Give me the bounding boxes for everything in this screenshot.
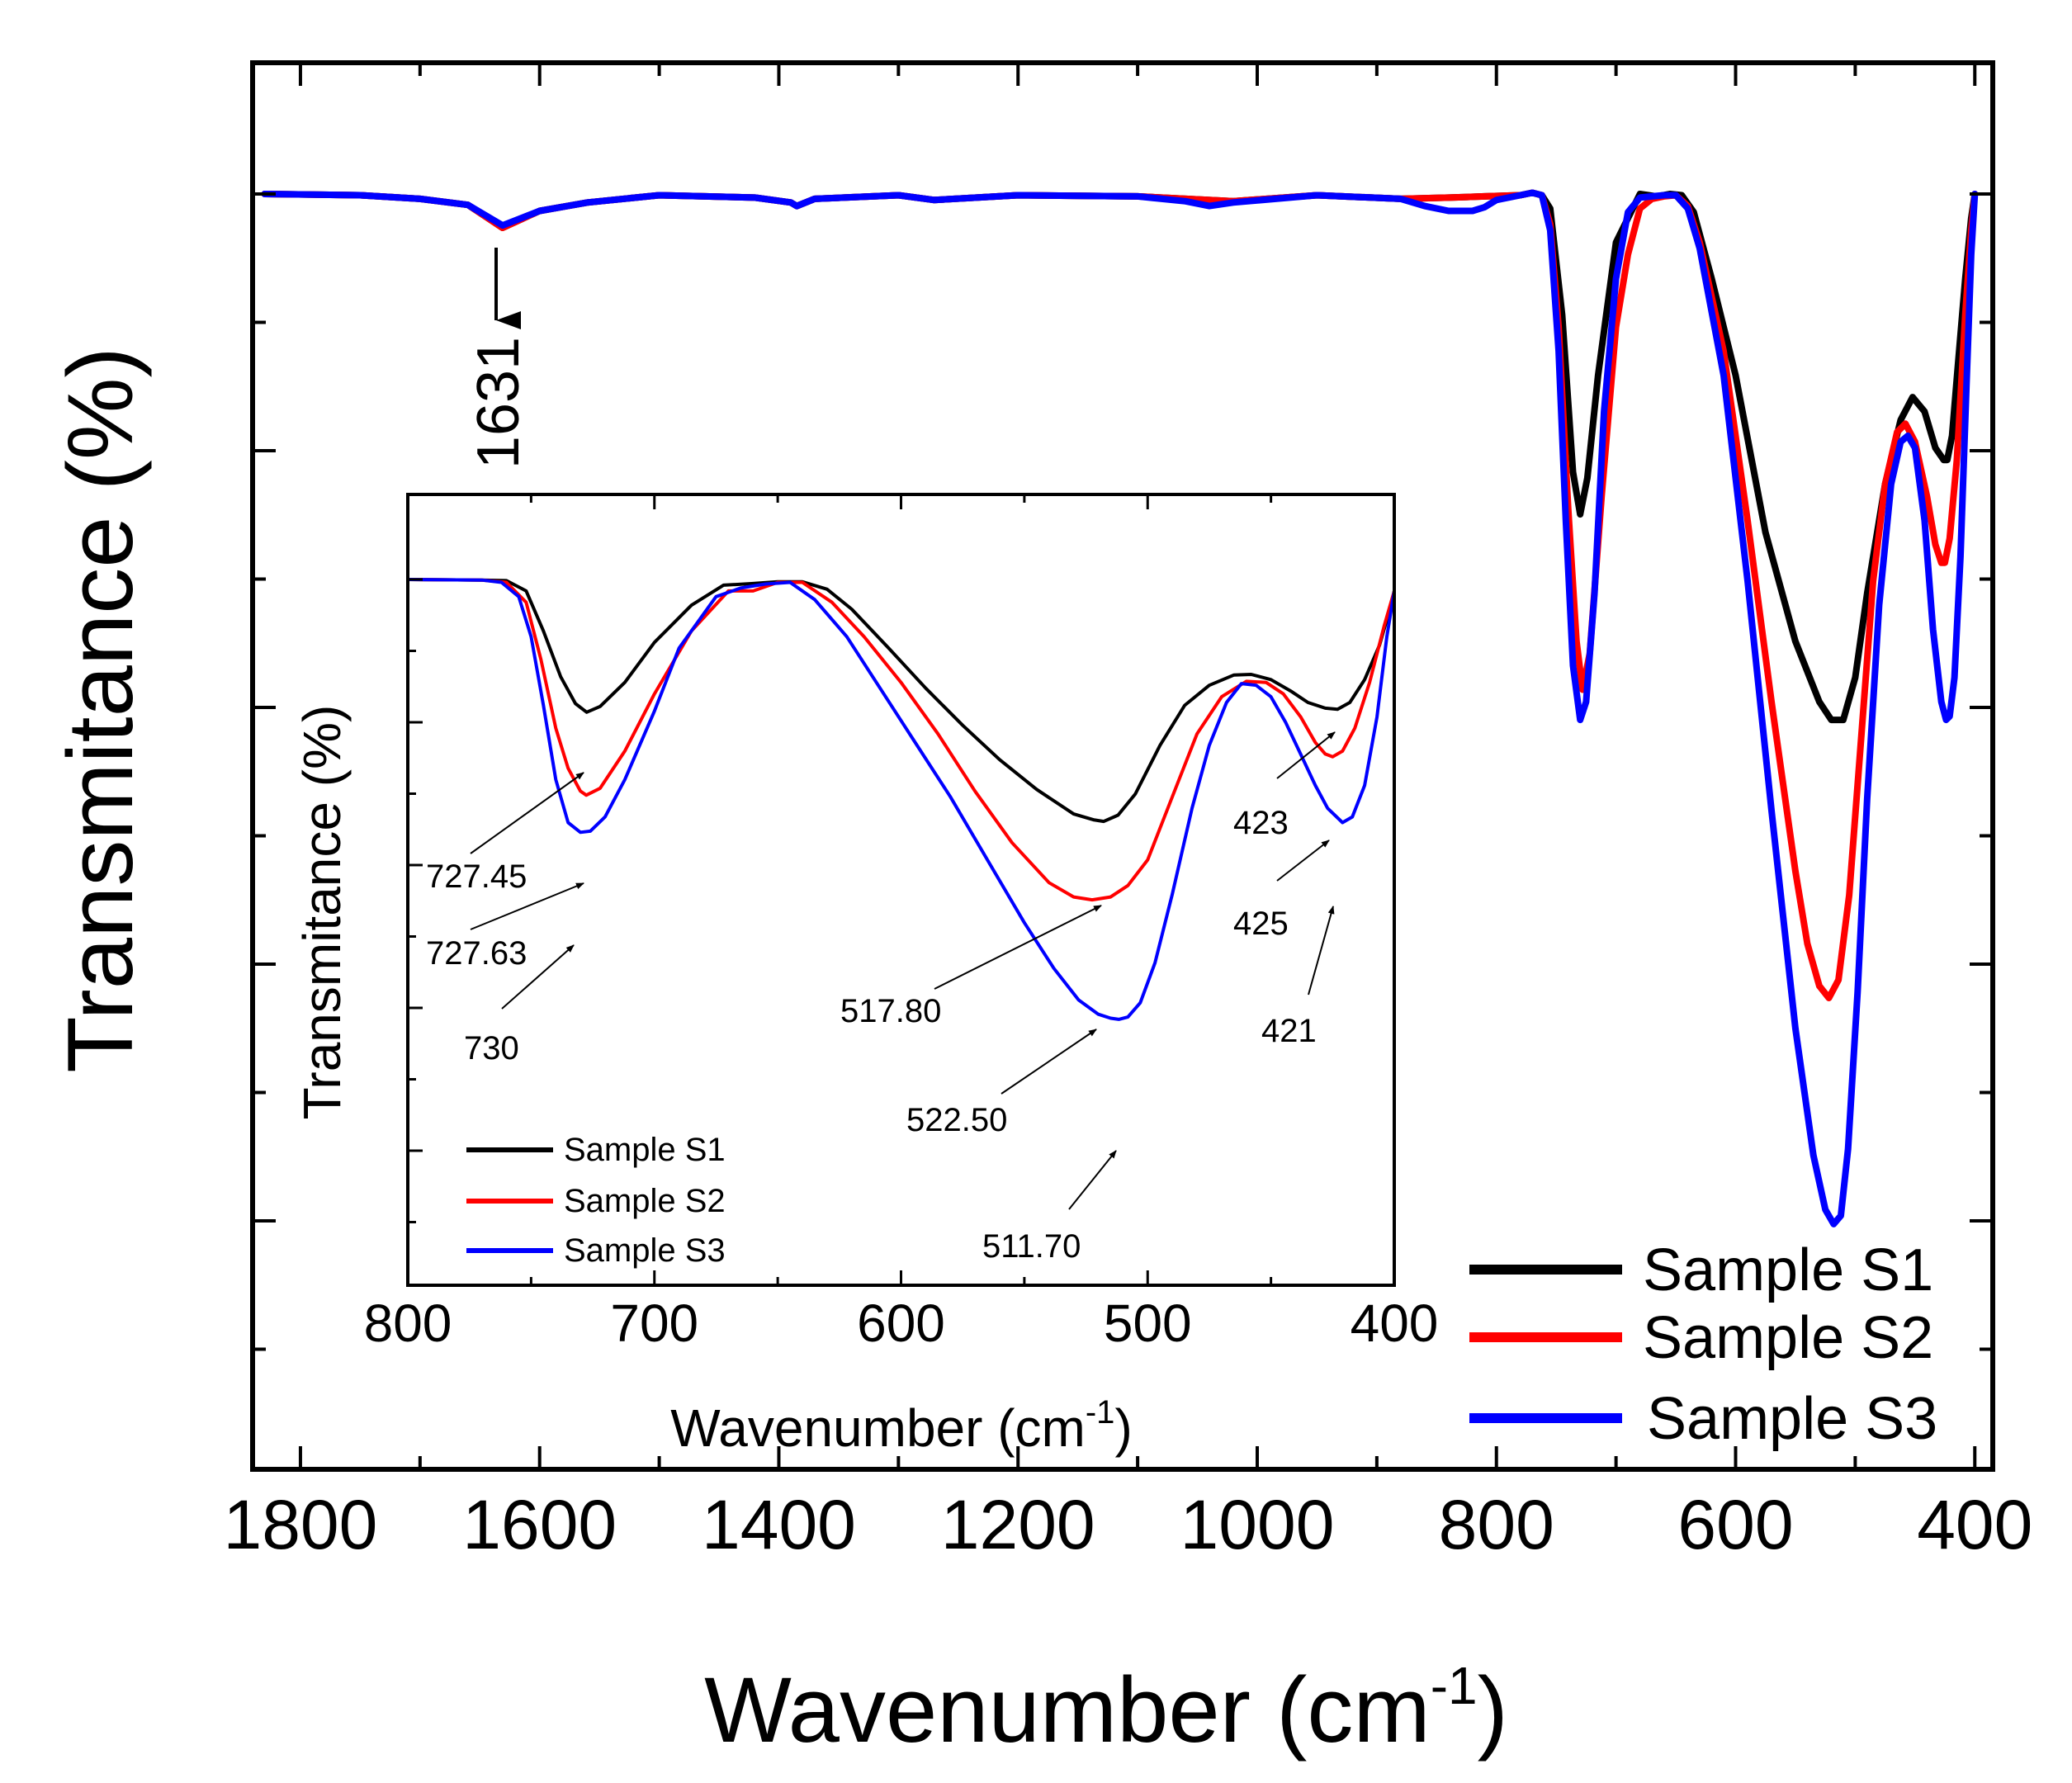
inset-annotation-522-50: 522.50 [906,1029,1097,1138]
main-x-tick-label: 800 [1439,1486,1554,1563]
annotation-730-arrow [501,944,575,1010]
annotation-727-63-arrow [470,882,584,930]
inset-x-tick-label: 800 [364,1294,452,1353]
inset-annotation-511-70: 511.70 [982,1150,1117,1265]
inset-y-ticks [408,578,423,1223]
annotation-421-label: 421 [1261,1013,1317,1049]
annotation-727-45-arrow [470,772,584,854]
inset-legend: Sample S1 Sample S2 Sample S3 [466,1132,726,1269]
annotation-730-label: 730 [464,1030,519,1066]
inset-series-line-sample-s3 [408,578,1394,1021]
annotation-511-70-arrow [1068,1150,1117,1210]
inset-legend-label-s3: Sample S3 [564,1232,726,1269]
inset-legend-item-s1: Sample S1 [466,1132,726,1168]
main-legend-label-s2: Sample S2 [1643,1305,1933,1371]
main-x-axis-title: Wavenumber (cm-1) [704,1656,1508,1762]
inset-x-ticks: 800 700 600 500 400 [364,494,1439,1353]
annotation-425-label: 425 [1233,906,1289,942]
main-x-tick-label: 1000 [1180,1486,1335,1563]
inset-series-line-sample-s1 [408,578,1394,824]
main-annotation-1631: 1631 [466,248,532,469]
inset-annotations: 727.45 727.63 730 517.80 522.50 511.70 [426,731,1336,1265]
inset-y-axis-title: Transmitance (%) [292,705,352,1120]
main-legend-item-s3: Sample S3 [1469,1386,1937,1452]
main-legend-item-s2: Sample S2 [1469,1305,1933,1371]
main-legend-label-s3: Sample S3 [1647,1386,1937,1452]
inset-annotation-425: 425 [1233,839,1330,942]
annotation-1631-label: 1631 [466,337,532,469]
inset-x-tick-label: 500 [1104,1294,1192,1353]
inset-background [408,494,1394,1285]
inset-x-axis-title: Wavenumber (cm-1) [670,1394,1133,1458]
annotation-727-63-label: 727.63 [426,935,527,972]
annotation-522-50-label: 522.50 [906,1102,1007,1138]
main-x-tick-label: 1600 [462,1486,617,1563]
main-legend-label-s1: Sample S1 [1643,1237,1933,1303]
inset-chart: 800 700 600 500 400 Wavenumber (cm-1) Transm… [292,493,1439,1458]
inset-x-tick-label: 600 [857,1294,945,1353]
inset-annotation-727-45: 727.45 [426,772,584,895]
inset-x-tick-label: 400 [1351,1294,1439,1353]
main-plot-frame [250,60,1995,1472]
inset-legend-label-s1: Sample S1 [564,1132,726,1168]
inset-legend-label-s2: Sample S2 [564,1183,726,1219]
main-x-ticks: 1800 1600 1400 1200 1000 800 600 400 [224,63,2032,1563]
annotation-727-45-label: 727.45 [426,858,527,895]
main-x-tick-label: 400 [1917,1486,2032,1563]
annotation-511-70-label: 511.70 [982,1228,1081,1265]
annotation-423-label: 423 [1233,805,1289,841]
inset-series-group [408,578,1394,1021]
main-series-group [261,189,1979,1227]
main-y-axis-title: Transmitance (%) [49,347,152,1073]
annotation-517-80-arrow [934,905,1102,990]
main-y-ticks [253,192,1993,1351]
inset-x-tick-label: 700 [610,1294,698,1353]
main-x-tick-label: 1200 [941,1486,1095,1563]
inset-annotation-730: 730 [464,944,575,1066]
inset-annotation-517-80: 517.80 [840,905,1102,1029]
main-x-tick-label: 1400 [702,1486,856,1563]
annotation-421-arrow [1308,906,1335,996]
main-legend: Sample S1 Sample S2 Sample S3 [1469,1237,1937,1452]
inset-series-line-sample-s2 [408,578,1394,902]
inset-legend-item-s3: Sample S3 [466,1232,726,1269]
main-x-tick-label: 600 [1677,1486,1793,1563]
inset-annotation-421: 421 [1261,906,1335,1049]
main-chart: 1800 1600 1400 1200 1000 800 600 400 Wavenumber… [49,60,2032,1762]
inset-legend-item-s2: Sample S2 [466,1183,726,1219]
main-x-tick-label: 1800 [224,1486,378,1563]
main-legend-item-s1: Sample S1 [1469,1237,1933,1303]
inset-annotation-727-63: 727.63 [426,882,584,972]
inset-annotation-423: 423 [1233,731,1336,841]
annotation-517-80-label: 517.80 [840,993,941,1029]
main-series-line-sample-s3 [261,189,1979,1227]
annotation-423-arrow [1276,731,1336,779]
annotation-522-50-arrow [1001,1029,1097,1095]
annotation-425-arrow [1276,839,1330,882]
